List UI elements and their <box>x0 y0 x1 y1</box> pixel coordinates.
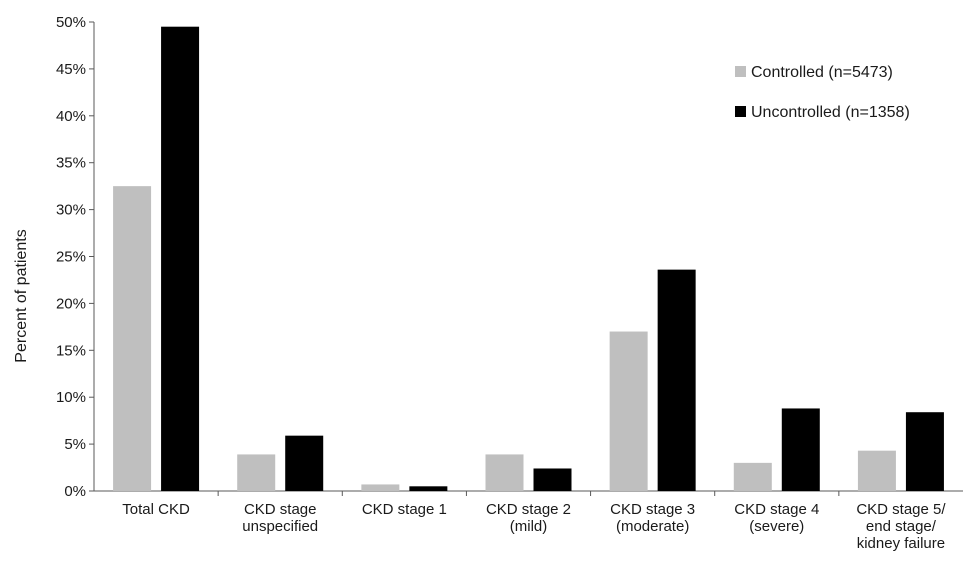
x-category-label-line: kidney failure <box>857 535 945 552</box>
y-tick-label: 35% <box>56 155 86 172</box>
x-category-label: Total CKD <box>122 501 190 518</box>
y-tick-label: 0% <box>64 483 86 500</box>
y-tick-label: 10% <box>56 389 86 406</box>
y-tick-label: 15% <box>56 342 86 359</box>
x-category-label-line: CKD stage 2 <box>486 501 571 518</box>
legend-swatch <box>735 106 746 117</box>
x-category-label-line: Total CKD <box>122 501 190 518</box>
bar-uncontrolled <box>161 26 200 491</box>
x-category-label-line: (moderate) <box>616 518 689 535</box>
x-category-label: CKD stage 5/end stage/kidney failure <box>856 501 946 552</box>
bar-controlled <box>113 186 152 491</box>
y-tick-label: 20% <box>56 295 86 312</box>
x-category-label-line: unspecified <box>242 518 318 535</box>
x-category-label-line: CKD stage 4 <box>734 501 819 518</box>
x-category-label: CKD stage unspecified <box>242 501 318 535</box>
x-category-label-line: (severe) <box>749 518 804 535</box>
bar-uncontrolled <box>781 408 820 491</box>
y-tick-label: 30% <box>56 202 86 219</box>
bar-controlled <box>609 331 648 491</box>
y-tick-label: 45% <box>56 61 86 78</box>
bars <box>113 26 944 491</box>
x-category-label-line: CKD stage 1 <box>362 501 447 518</box>
x-category-label-line: (mild) <box>510 518 548 535</box>
x-category-label-line: CKD stage <box>244 501 317 518</box>
x-category-label: CKD stage 3 (moderate) <box>610 501 695 535</box>
x-category-label: CKD stage 1 <box>362 501 447 518</box>
y-tick-label: 25% <box>56 249 86 266</box>
y-tick-label: 40% <box>56 108 86 125</box>
bar-uncontrolled <box>533 468 572 491</box>
y-axis-title: Percent of patients <box>13 229 30 362</box>
y-tick-label: 50% <box>56 14 86 31</box>
bar-controlled <box>237 454 276 491</box>
x-category-label: CKD stage 2 (mild) <box>486 501 571 535</box>
x-category-label: CKD stage 4 (severe) <box>734 501 819 535</box>
legend-label: Controlled (n=5473) <box>751 64 893 81</box>
legend: Controlled (n=5473) Uncontrolled (n=1358) <box>735 64 910 121</box>
y-axis: 0% 5% 10% 15% 20% 25% 30% 35% 40% 45% 50% <box>56 14 95 500</box>
bar-uncontrolled <box>657 269 696 491</box>
x-category-label-line: CKD stage 3 <box>610 501 695 518</box>
bar-uncontrolled <box>409 486 448 491</box>
bar-uncontrolled <box>285 435 324 491</box>
x-category-label-line: end stage/ <box>866 518 937 535</box>
legend-swatch <box>735 66 746 77</box>
y-tick-label: 5% <box>64 436 86 453</box>
bar-controlled <box>733 462 772 491</box>
bar-controlled <box>361 484 400 491</box>
x-category-label-line: CKD stage 5/ <box>856 501 946 518</box>
legend-label: Uncontrolled (n=1358) <box>751 104 910 121</box>
bar-controlled <box>485 454 524 491</box>
x-axis: Total CKD CKD stage unspecified CKD stage 1… <box>94 490 963 552</box>
bar-uncontrolled <box>905 412 944 491</box>
bar-controlled <box>857 450 896 491</box>
